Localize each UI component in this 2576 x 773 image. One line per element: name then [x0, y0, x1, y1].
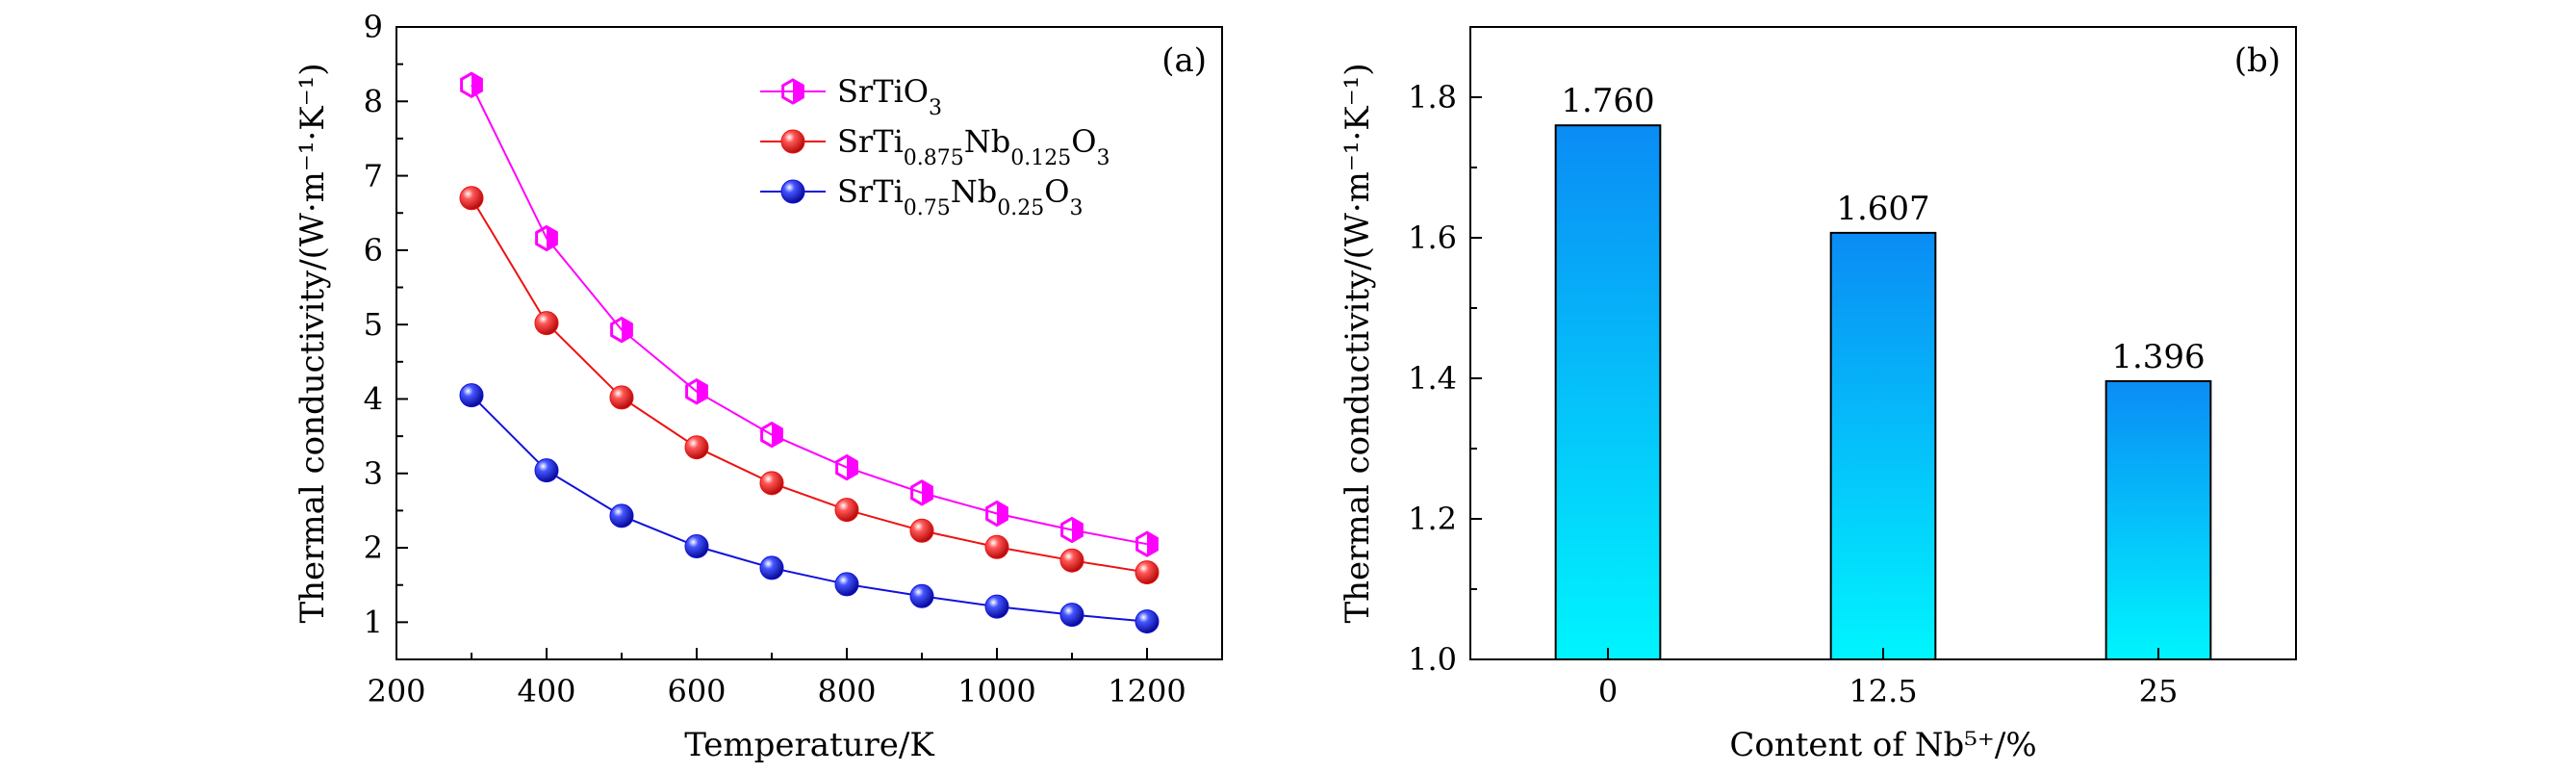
data-point [685, 378, 708, 405]
x-axis-title: Temperature/K [684, 726, 934, 764]
panel-a-line-chart: 200 400 600 800 1000 1200 1 2 3 4 5 6 7 8 9 (a) Temper… [293, 9, 1223, 764]
plot-frame [395, 26, 1223, 660]
bar [2104, 379, 2212, 660]
bar [1829, 231, 1937, 660]
x-tick-label: 1000 [957, 673, 1035, 709]
x-tick-label: 12.5 [1849, 673, 1917, 709]
data-point [984, 534, 1009, 559]
data-point [759, 555, 784, 580]
y-tick-label: 1.8 [1408, 79, 1457, 116]
data-point [534, 458, 559, 483]
data-point [1135, 530, 1159, 557]
data-point [1059, 548, 1084, 573]
data-point [459, 383, 484, 408]
data-point [1135, 609, 1160, 634]
bars-layer: 1.760 1.607 1.396 [1554, 82, 2212, 660]
axes: 1.0 1.2 1.4 1.6 1.8 0 12.5 25 [1408, 79, 2178, 709]
data-point [909, 583, 934, 608]
data-point [834, 498, 859, 523]
y-tick-label: 1.6 [1408, 219, 1457, 256]
y-tick-label: 4 [364, 380, 383, 417]
y-tick-label: 7 [364, 158, 383, 194]
y-tick-label: 2 [364, 529, 383, 566]
series-line [471, 84, 1148, 546]
series-line [471, 197, 1148, 574]
x-tick-label: 1200 [1108, 673, 1186, 709]
y-tick-label: 9 [364, 9, 383, 45]
x-tick-label: 800 [817, 673, 876, 709]
legend-label: SrTi0.875Nb0.125O3 [837, 123, 1109, 170]
data-point [760, 421, 783, 449]
panel-label: (b) [2234, 41, 2281, 80]
series-3 [459, 383, 1160, 634]
series-layer [459, 71, 1160, 634]
x-tick-label: 0 [1598, 673, 1618, 709]
bar-value-label: 1.607 [1836, 190, 1929, 228]
data-point [610, 316, 633, 344]
bar [1554, 124, 1662, 660]
y-tick-label: 5 [364, 306, 383, 343]
panel-label: (a) [1161, 41, 1207, 80]
data-point [609, 503, 634, 528]
data-point [834, 572, 859, 597]
data-point [780, 129, 805, 154]
data-point [781, 78, 804, 105]
y-tick-label: 6 [364, 232, 383, 269]
legend-item: SrTi0.75Nb0.25O3 [760, 173, 1083, 220]
data-point [460, 71, 483, 99]
data-point [534, 311, 559, 336]
legend-label: SrTi0.75Nb0.25O3 [837, 173, 1083, 220]
axes: 200 400 600 800 1000 1200 1 2 3 4 5 6 7 8 9 [364, 9, 1186, 709]
data-point [1059, 603, 1084, 628]
legend-item: SrTi0.875Nb0.125O3 [760, 123, 1109, 170]
data-point [1135, 560, 1160, 585]
y-axis-title: Thermal conductivity/(W·m⁻¹·K⁻¹) [293, 63, 332, 623]
data-point [459, 186, 484, 211]
data-point [780, 179, 805, 204]
x-tick-label: 600 [667, 673, 726, 709]
y-tick-label: 1.0 [1408, 641, 1457, 678]
data-point [909, 518, 934, 543]
data-point [684, 435, 709, 460]
y-tick-label: 1.2 [1408, 501, 1457, 537]
y-tick-label: 1 [364, 604, 383, 640]
series-line [471, 394, 1148, 623]
data-point [1060, 516, 1084, 544]
legend-label: SrTiO3 [837, 73, 942, 120]
y-tick-label: 1.4 [1408, 360, 1457, 397]
data-point [984, 594, 1009, 619]
y-axis-title: Thermal conductivity/(W·m⁻¹·K⁻¹) [1339, 63, 1377, 623]
data-point [684, 534, 709, 559]
legend-item: SrTiO3 [760, 73, 942, 120]
y-tick-label: 3 [364, 455, 383, 492]
series-1 [460, 71, 1159, 557]
y-tick-label: 8 [364, 83, 383, 119]
bar-value-label: 1.760 [1561, 82, 1654, 120]
data-point [985, 500, 1008, 528]
data-point [835, 453, 858, 481]
x-tick-label: 200 [367, 673, 425, 709]
data-point [609, 385, 634, 410]
series-2 [459, 186, 1160, 585]
x-axis-title: Content of Nb⁵⁺/% [1729, 726, 2036, 764]
data-point [910, 479, 933, 506]
bar-value-label: 1.396 [2111, 338, 2205, 376]
x-tick-label: 400 [517, 673, 575, 709]
data-point [535, 224, 558, 252]
panel-b-bar-chart: 1.760 1.607 1.396 1.0 1.2 1.4 1.6 1.8 0 12.5 25 (… [1339, 26, 2297, 764]
data-point [759, 471, 784, 496]
x-tick-label: 25 [2139, 673, 2179, 709]
